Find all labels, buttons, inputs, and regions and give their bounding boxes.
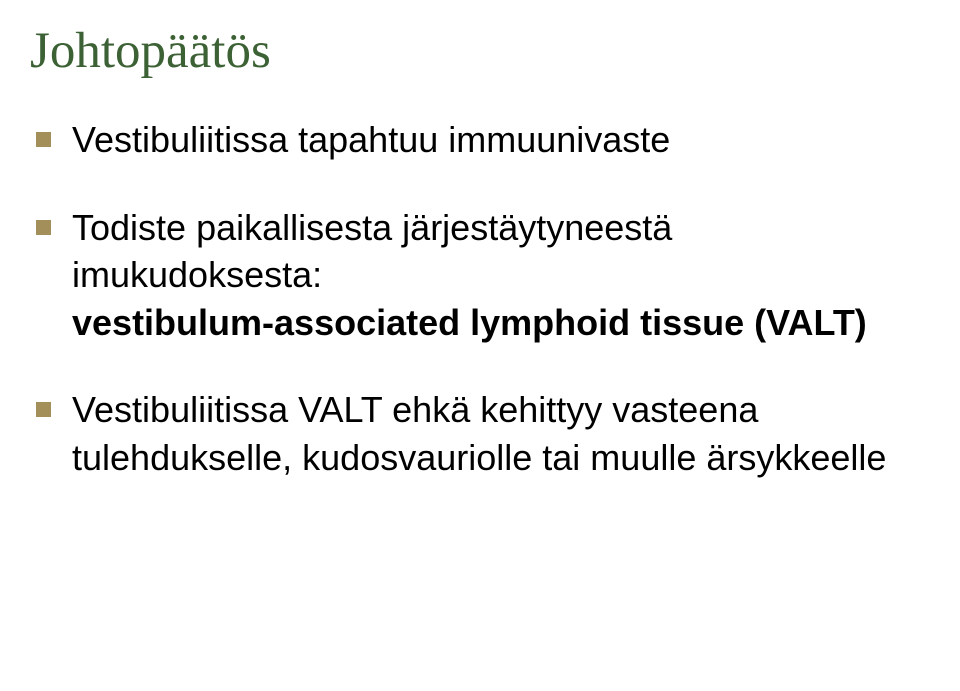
bullet-text: Vestibuliitissa VALT ehkä kehittyy vaste…	[72, 389, 886, 478]
list-item: Vestibuliitissa tapahtuu immuunivaste	[30, 116, 930, 164]
list-item: Todiste paikallisesta järjestäytyneestä …	[30, 204, 930, 347]
bullet-text: Vestibuliitissa tapahtuu immuunivaste	[72, 119, 670, 160]
slide-title: Johtopäätös	[30, 22, 930, 80]
slide-container: Johtopäätös Vestibuliitissa tapahtuu imm…	[0, 0, 960, 691]
bullet-text-prefix: Todiste paikallisesta järjestäytyneestä …	[72, 207, 672, 296]
bullet-list: Vestibuliitissa tapahtuu immuunivaste To…	[30, 116, 930, 481]
bullet-text-bold: vestibulum-associated lymphoid tissue (V…	[72, 302, 867, 343]
list-item: Vestibuliitissa VALT ehkä kehittyy vaste…	[30, 386, 930, 481]
